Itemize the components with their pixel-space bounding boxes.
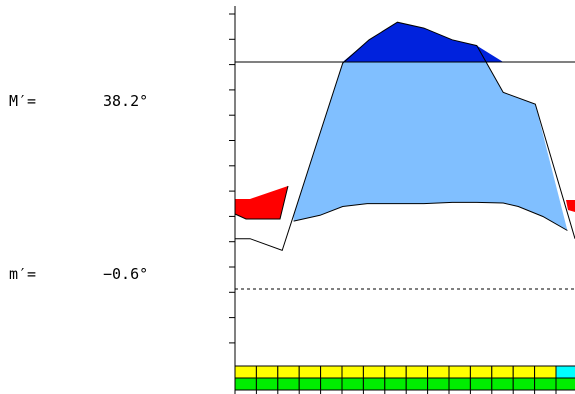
bottom-bar-cell: [534, 365, 557, 379]
bottom-bar-cell: [341, 377, 364, 391]
bottom-bar-cell: [277, 365, 300, 379]
bottom-bar-cell: [405, 365, 429, 379]
min-label: m′=: [9, 265, 37, 283]
min-value: −0.6°: [103, 265, 149, 283]
bottom-bar-cell: [405, 377, 429, 391]
between-band-area: [293, 22, 568, 231]
bottom-bar-cell: [234, 377, 257, 391]
bottom-bar-cell: [427, 365, 450, 379]
bottom-bar-cell: [341, 365, 364, 379]
bottom-bar-cell: [255, 365, 279, 379]
bottom-bar-cell: [320, 377, 343, 391]
bottom-bar-cell: [555, 365, 575, 379]
bottom-bar-cell: [384, 365, 407, 379]
bottom-bar-cell: [298, 365, 322, 379]
bottom-bar-cell: [491, 365, 514, 379]
max-value: 38.2°: [103, 92, 149, 110]
bottom-bar-cell: [469, 377, 493, 391]
bottom-bar-cell: [427, 377, 450, 391]
bottom-bar-cell: [320, 365, 343, 379]
bottom-bar-cell: [362, 377, 386, 391]
bottom-bar-cell: [469, 365, 493, 379]
bottom-bar-cell: [448, 377, 471, 391]
bottom-bar-cell: [277, 377, 300, 391]
bottom-bar-cell: [448, 365, 471, 379]
above-max-area: [342, 22, 504, 62]
bottom-bar-cell: [555, 377, 575, 391]
left-hot-area: [235, 186, 288, 219]
bottom-bar-cell: [512, 377, 536, 391]
bottom-bar-cell: [255, 377, 279, 391]
bottom-bar-cell: [534, 377, 557, 391]
max-label: M′=: [9, 92, 37, 110]
lower-curve-line: [293, 201, 568, 231]
right-hot-area: [566, 200, 575, 212]
bottom-bar-cell: [512, 365, 536, 379]
upper-curve-line: [235, 21, 575, 252]
bottom-bar-cell: [491, 377, 514, 391]
bottom-bar-cell: [384, 377, 407, 391]
bottom-bar-cell: [298, 377, 322, 391]
bottom-bar-cell: [234, 365, 257, 379]
left-lower-curve-line: [234, 185, 289, 220]
bottom-bar-cell: [362, 365, 386, 379]
